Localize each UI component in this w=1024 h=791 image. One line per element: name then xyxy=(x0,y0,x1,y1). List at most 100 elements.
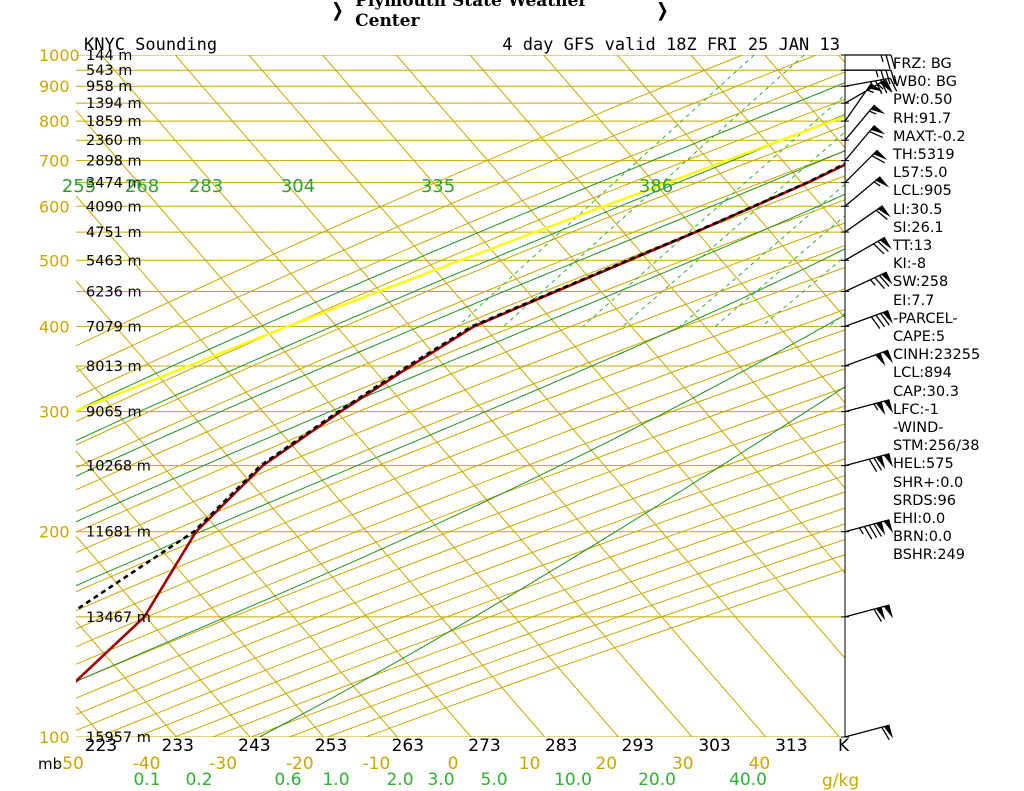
isotherm-line xyxy=(248,55,840,737)
wind-barb-pennant xyxy=(875,401,886,416)
wind-barb-half-flag xyxy=(869,279,876,286)
index-item: MAXT:-0.2 xyxy=(893,128,966,145)
wind-barb-pennant xyxy=(877,205,891,218)
pressure-tick-label: 100 xyxy=(39,728,70,747)
height-label: 8013 m xyxy=(86,359,142,375)
wind-barb xyxy=(841,604,894,622)
parcel-trace xyxy=(76,114,845,413)
pressure-tick-label: 800 xyxy=(39,112,70,131)
wind-barb-staff xyxy=(844,349,889,367)
mixing-ratio-label: 40.0 xyxy=(729,770,767,790)
index-item: SRDS:96 xyxy=(893,492,956,509)
wind-barb-staff xyxy=(844,77,891,87)
index-item: LFC:-1 xyxy=(893,401,939,418)
height-label: 4090 m xyxy=(86,199,142,215)
height-label: 958 m xyxy=(86,79,132,95)
pressure-unit-label: mb xyxy=(38,755,62,773)
wind-barb-pennant xyxy=(875,521,886,536)
wind-barb-flag xyxy=(863,526,873,540)
dry-adiabat-line xyxy=(136,474,845,737)
wind-barb xyxy=(841,205,891,233)
wind-barb xyxy=(841,519,894,540)
index-item: PW:0.50 xyxy=(893,92,953,109)
height-label: 7079 m xyxy=(86,319,142,335)
wind-barb-flag xyxy=(868,524,878,539)
isotherm-line xyxy=(76,194,546,737)
wind-barb xyxy=(841,724,894,740)
dry-adiabat-line xyxy=(76,308,845,612)
index-item: RH:91.7 xyxy=(893,110,952,127)
wind-barb-staff xyxy=(844,519,890,533)
wind-barb-staff xyxy=(844,453,890,467)
index-item: -WIND- xyxy=(893,420,944,437)
isotherm-line xyxy=(76,450,324,737)
theta-label: 268 xyxy=(125,176,159,197)
wind-barb-flag xyxy=(871,155,885,164)
dry-adiabat-line xyxy=(76,71,845,398)
index-item: TH:5319 xyxy=(893,147,955,164)
pressure-tick-label: 900 xyxy=(39,77,70,96)
wind-barb xyxy=(841,124,886,162)
isotherm-line xyxy=(690,55,845,234)
theta-label: 283 xyxy=(189,176,223,197)
height-label: 6236 m xyxy=(86,285,142,301)
wind-barb-half-flag xyxy=(875,70,879,78)
isotherm-line xyxy=(76,280,472,737)
wind-barb-flag xyxy=(875,209,888,220)
mixing-ratio-label: 20.0 xyxy=(638,770,676,790)
wind-barb-half-flag xyxy=(858,527,864,535)
wind-barb xyxy=(841,349,894,367)
pressure-tick-label: 500 xyxy=(39,251,70,270)
moist-adiabat-line xyxy=(76,113,845,442)
height-label: 2898 m xyxy=(86,154,142,170)
index-item: WB0: BG xyxy=(893,74,957,91)
wind-barb-flag xyxy=(875,314,886,328)
wind-barb xyxy=(841,453,894,472)
index-item: SI:26.1 xyxy=(893,219,944,236)
flag-icon-right: ❭ xyxy=(654,0,670,21)
theta-label: 335 xyxy=(421,176,455,197)
height-label: 1394 m xyxy=(86,96,142,112)
wind-barb-pennant xyxy=(883,399,894,414)
theta-label: 304 xyxy=(281,176,315,197)
wind-barb xyxy=(841,54,896,70)
mixing-ratio-line xyxy=(622,131,845,327)
dry-adiabat-line xyxy=(76,368,845,665)
kelvin-tick-label: 233 xyxy=(161,736,193,756)
index-item: KI:-8 xyxy=(893,256,927,273)
wind-barb-flag xyxy=(890,54,896,70)
isotherm-line xyxy=(174,55,767,737)
wind-barb-pennant xyxy=(882,310,894,324)
index-item: SW:258 xyxy=(893,274,949,291)
isotherm-line xyxy=(322,55,845,659)
wind-barb-staff xyxy=(844,83,872,122)
mixing-ratio-line xyxy=(457,55,755,327)
flag-icon-left: ❭ xyxy=(330,0,346,21)
wind-barb-staff xyxy=(844,604,890,618)
temperature-tick-label: -30 xyxy=(209,754,237,774)
wind-barb-pennant xyxy=(879,237,892,250)
moist-adiabat-line xyxy=(259,386,845,737)
wind-barb xyxy=(841,236,892,261)
temperature-tick-label: 20 xyxy=(595,754,617,774)
index-item: TT:13 xyxy=(893,238,933,255)
wind-barb-pennant xyxy=(881,272,893,285)
wind-barb xyxy=(841,69,896,85)
pressure-tick-label: 400 xyxy=(39,317,70,336)
pressure-tick-label: 1000 xyxy=(39,46,80,65)
wind-barb-flag xyxy=(889,77,898,92)
wind-barb-pennant xyxy=(883,605,894,619)
isotherm-line xyxy=(0,55,29,737)
index-item: BSHR:249 xyxy=(893,547,965,564)
wind-barb-pennant xyxy=(875,607,886,621)
kelvin-tick-label: 263 xyxy=(392,736,424,756)
wind-barb xyxy=(841,104,886,141)
index-item: EI:7.7 xyxy=(893,292,935,309)
indices-panel: FRZ: BG WB0: BG PW:0.50 RH:91.7 MAXT:-0.2 TH:… xyxy=(893,55,1018,565)
dry-adiabat-line xyxy=(76,266,845,573)
kelvin-unit-label: K xyxy=(838,736,850,756)
index-item: EHI:0.0 xyxy=(893,511,946,528)
temperature-tick-label: -10 xyxy=(363,754,391,774)
temperature-tick-label: 30 xyxy=(672,754,694,774)
